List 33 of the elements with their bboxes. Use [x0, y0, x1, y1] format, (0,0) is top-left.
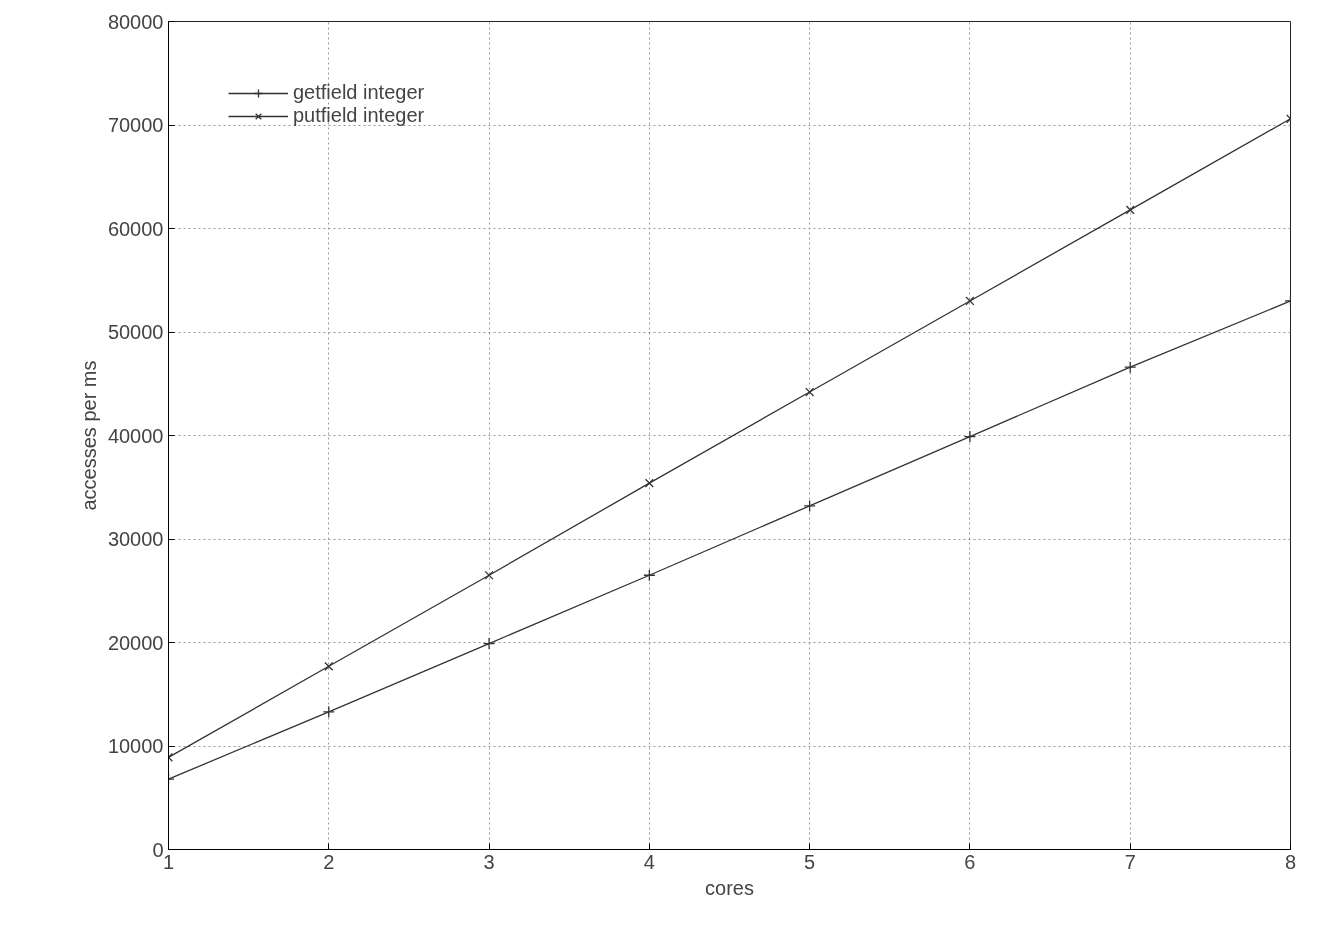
y-tick-label: 20000 — [107, 631, 164, 654]
point — [1125, 205, 1135, 215]
x-tick-label: 6 — [964, 850, 976, 873]
legend-label: getfield integer — [293, 81, 425, 104]
point — [324, 661, 334, 671]
point — [482, 637, 496, 650]
y-tick-label: 80000 — [107, 10, 164, 33]
y-tick-label: 50000 — [107, 321, 164, 343]
x-tick-label: 1 — [162, 850, 175, 873]
point — [644, 478, 654, 488]
y-tick-label: 0 — [152, 838, 164, 861]
x-tick-label: 3 — [483, 850, 495, 873]
y-tick-label: 60000 — [107, 217, 164, 240]
point — [965, 296, 975, 306]
point — [963, 430, 977, 443]
x-tick-label: 2 — [323, 850, 335, 873]
x-axis-title: cores — [705, 876, 754, 899]
x-tick-label: 7 — [1124, 850, 1136, 873]
y-axis-title: accesses per ms — [77, 360, 100, 511]
x-tick-label: 4 — [643, 850, 655, 873]
point — [805, 387, 815, 397]
point — [803, 499, 816, 513]
y-tick-label: 70000 — [107, 114, 164, 136]
point — [322, 705, 335, 718]
legend-label: putfield integer — [293, 104, 425, 127]
x-tick-label: 5 — [804, 850, 816, 873]
y-tick-label: 40000 — [107, 424, 164, 447]
y-tick-label: 10000 — [107, 735, 164, 757]
point — [643, 569, 656, 582]
point — [484, 570, 494, 580]
y-tick-label: 30000 — [107, 528, 164, 550]
x-tick-label: 8 — [1284, 850, 1297, 873]
point — [1124, 361, 1137, 374]
